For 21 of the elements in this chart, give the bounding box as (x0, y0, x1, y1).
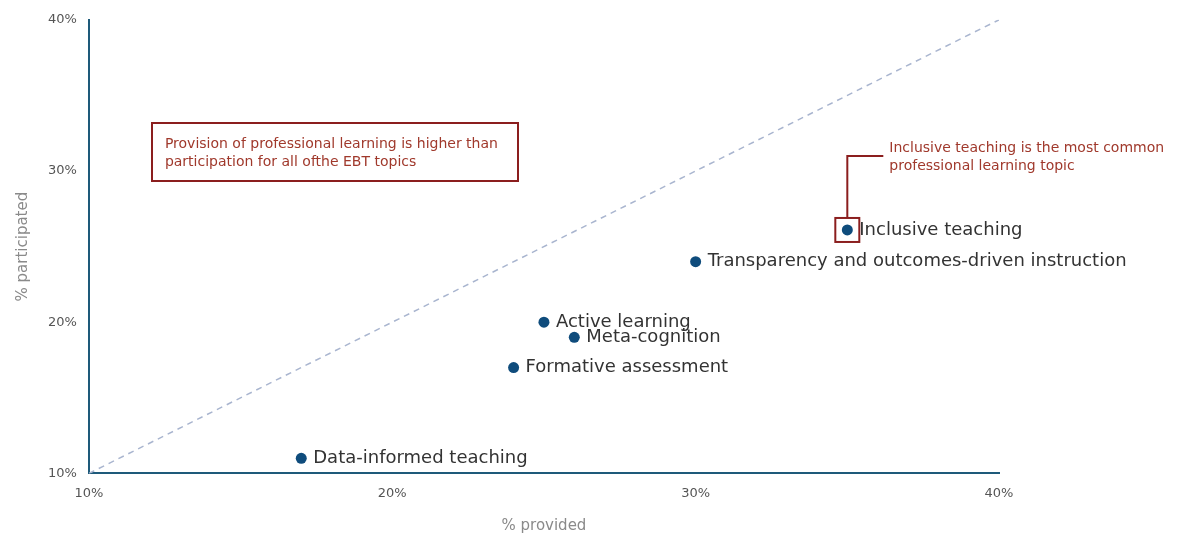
x-tick-label: 10% (74, 484, 104, 500)
y-tick-label: 40% (47, 11, 77, 27)
series-label: Data-informed teaching (313, 445, 528, 467)
point (568, 331, 580, 343)
series-label: Inclusive teaching (859, 217, 1023, 239)
point (538, 316, 550, 328)
series-label: Transparency and outcomes-driven instruction (706, 249, 1127, 271)
y-tick-label: 30% (47, 162, 77, 178)
annotation: Provision of professional learning is higher than participation for all ofthe EBT topics (150, 121, 519, 182)
point (295, 452, 307, 464)
x-axis-title: % provided (501, 515, 587, 534)
x-tick-label: 20% (377, 484, 407, 500)
y-tick-label: 20% (47, 313, 77, 329)
annotation: Inclusive teaching is the most common professional learning topic (889, 137, 1166, 174)
series-label: Formative assessment (525, 355, 729, 377)
y-tick-label: 10% (47, 464, 77, 480)
y-axis-title: % participated (12, 191, 31, 302)
point (508, 362, 520, 374)
x-tick-label: 40% (984, 484, 1014, 500)
point (690, 256, 702, 268)
x-tick-label: 30% (681, 484, 711, 500)
